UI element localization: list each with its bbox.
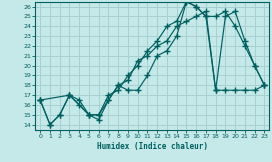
- X-axis label: Humidex (Indice chaleur): Humidex (Indice chaleur): [97, 142, 208, 150]
